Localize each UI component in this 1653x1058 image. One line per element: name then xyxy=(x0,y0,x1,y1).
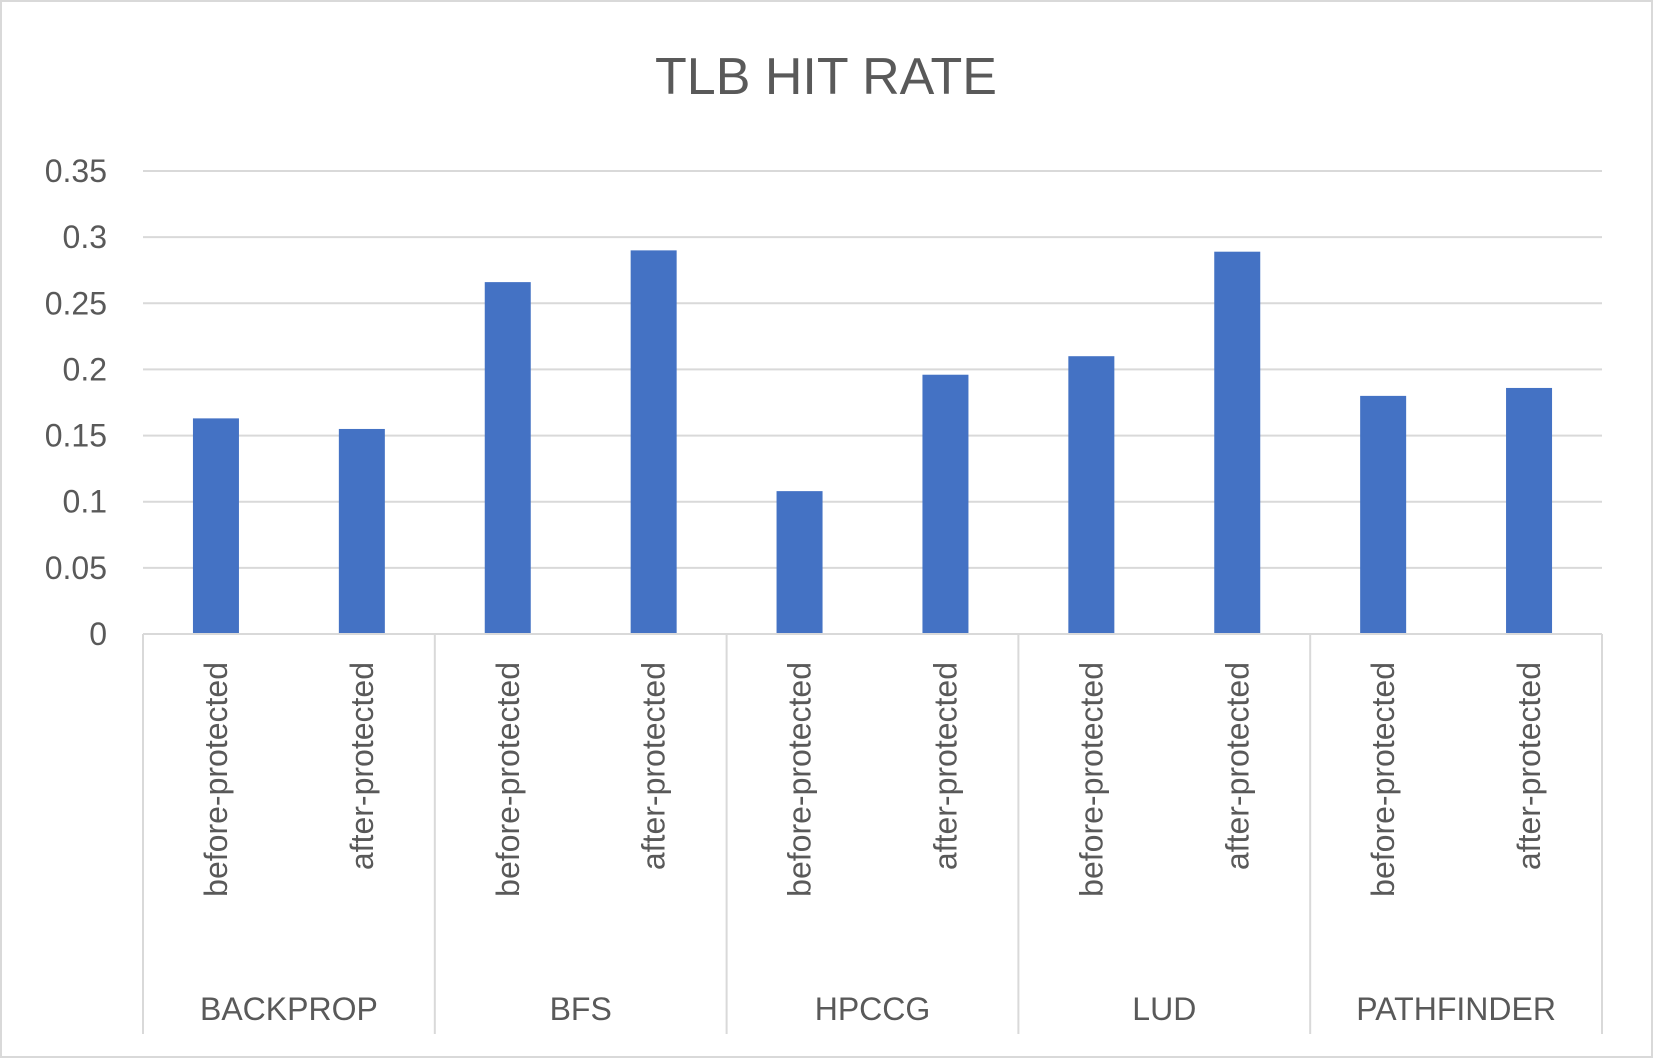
bar-lud-after-protected xyxy=(1214,251,1261,635)
bar-backprop-after-protected xyxy=(338,428,385,634)
bar-bfs-after-protected xyxy=(630,250,677,634)
y-tick-label: 0.35 xyxy=(45,153,107,189)
y-tick-label: 0.2 xyxy=(63,351,107,387)
group-label: BACKPROP xyxy=(200,991,378,1027)
x-axis xyxy=(142,633,1603,1034)
category-label: after-protected xyxy=(1219,662,1255,870)
category-label: before-protected xyxy=(198,662,234,897)
chart-title: TLB HIT RATE xyxy=(655,48,997,106)
category-labels: before-protected after-protected before-pr… xyxy=(198,662,1547,897)
y-tick-label: 0.15 xyxy=(45,418,107,454)
group-label: HPCCG xyxy=(815,991,931,1027)
bar-hpccg-after-protected xyxy=(922,374,969,634)
group-labels: BACKPROP BFS HPCCG LUD PATHFINDER xyxy=(200,991,1556,1027)
bars xyxy=(192,250,1553,635)
y-tick-label: 0.05 xyxy=(45,550,107,586)
bar-pathfinder-before-protected xyxy=(1360,395,1407,634)
category-label: before-protected xyxy=(1365,662,1401,897)
category-label: before-protected xyxy=(490,662,526,897)
bar-lud-before-protected xyxy=(1068,356,1115,634)
group-label: PATHFINDER xyxy=(1356,991,1556,1027)
y-axis-ticks: 0 0.05 0.1 0.15 0.2 0.25 0.3 0.35 xyxy=(45,153,107,652)
group-label: BFS xyxy=(550,991,612,1027)
category-label: after-protected xyxy=(1511,662,1547,870)
bar-pathfinder-after-protected xyxy=(1506,387,1553,634)
bar-bfs-before-protected xyxy=(484,282,531,634)
category-label: after-protected xyxy=(927,662,963,870)
gridlines xyxy=(143,170,1602,569)
y-tick-label: 0.25 xyxy=(45,285,107,321)
category-label: after-protected xyxy=(636,662,672,870)
category-label: before-protected xyxy=(782,662,818,897)
group-label: LUD xyxy=(1132,991,1196,1027)
bar-backprop-before-protected xyxy=(192,418,239,634)
bar-hpccg-before-protected xyxy=(776,491,823,634)
y-tick-label: 0 xyxy=(89,616,107,652)
y-tick-label: 0.1 xyxy=(63,484,107,520)
y-tick-label: 0.3 xyxy=(63,219,107,255)
category-label: after-protected xyxy=(344,662,380,870)
category-label: before-protected xyxy=(1073,662,1109,897)
